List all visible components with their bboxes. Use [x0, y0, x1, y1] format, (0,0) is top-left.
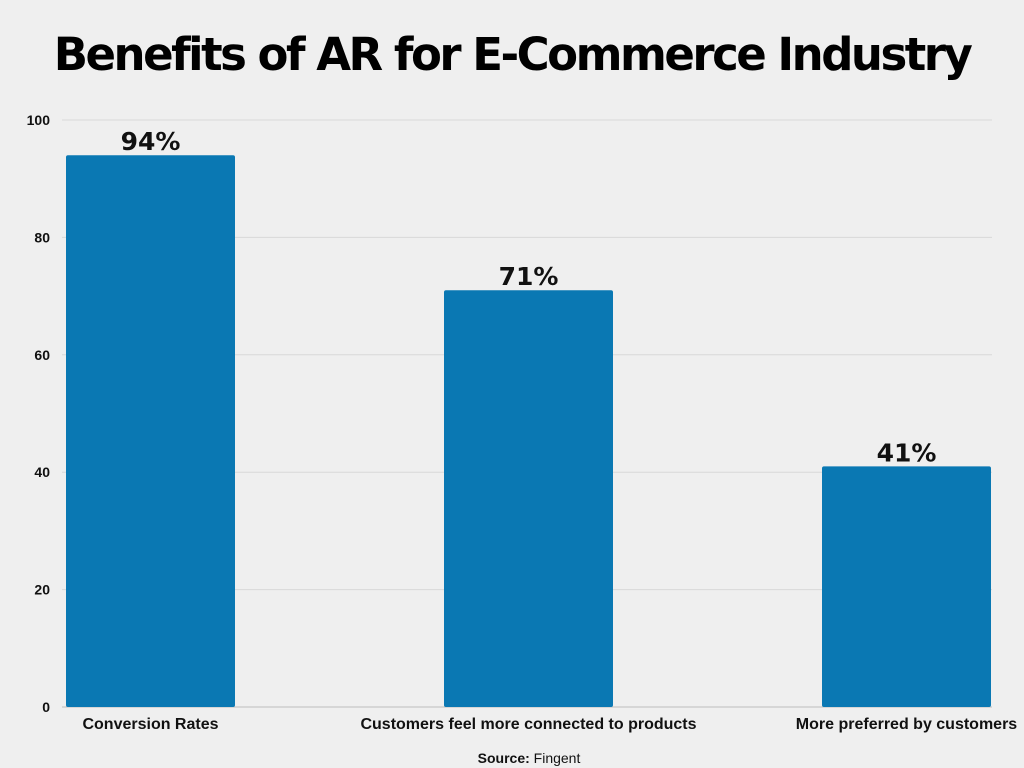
chart-title: Benefits of AR for E-Commerce Industry — [53, 28, 973, 81]
source-value: Fingent — [533, 750, 581, 766]
x-tick-label: Conversion Rates — [82, 716, 218, 733]
y-tick-label: 40 — [34, 464, 50, 480]
bar — [66, 155, 235, 708]
bar — [822, 466, 991, 707]
source-label: Source: — [477, 750, 530, 766]
data-label: 41% — [877, 438, 937, 467]
y-tick-label: 60 — [34, 347, 50, 363]
x-tick-label: More preferred by customers — [796, 716, 1018, 733]
data-label: 71% — [499, 262, 559, 291]
bar — [444, 290, 613, 707]
y-tick-label: 100 — [27, 112, 51, 128]
source-note: Source: Fingent — [0, 750, 1024, 766]
y-tick-label: 80 — [34, 229, 50, 245]
y-tick-label: 0 — [42, 699, 50, 715]
data-label: 94% — [121, 127, 181, 156]
y-tick-label: 20 — [34, 582, 50, 598]
x-tick-label: Customers feel more connected to product… — [360, 716, 696, 733]
